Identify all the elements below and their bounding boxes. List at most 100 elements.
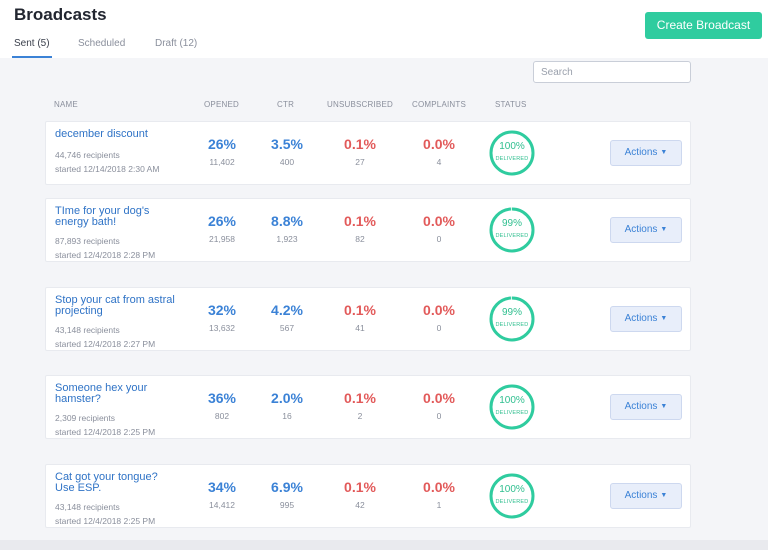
actions-label: Actions [624, 490, 658, 501]
delivery-progress-ring [489, 473, 535, 519]
broadcast-row: december discount 44,746 recipients starte… [45, 121, 691, 185]
broadcast-row: Stop your cat from astral projecting 43,1… [45, 287, 691, 351]
broadcast-row: Someone hex your hamster? 2,309 recipient… [45, 375, 691, 439]
delivery-percent: 100% [499, 395, 525, 406]
complaints-metric: 0.0% 0 [404, 213, 474, 244]
column-header-name[interactable]: NAME [54, 100, 78, 109]
complaints-count: 1 [436, 500, 442, 510]
unsubscribed-percent: 0.1% [344, 390, 376, 406]
broadcast-name-link[interactable]: Stop your cat from astral projecting [55, 294, 175, 317]
actions-label: Actions [624, 313, 658, 324]
delivery-percent: 100% [499, 484, 525, 495]
actions-dropdown-button[interactable]: Actions ▼ [610, 394, 682, 420]
broadcast-row: TIme for your dog's energy bath! 87,893 r… [45, 198, 691, 262]
ctr-count: 995 [279, 500, 295, 510]
actions-dropdown-button[interactable]: Actions ▼ [610, 140, 682, 166]
opened-count: 21,958 [209, 234, 235, 244]
unsubscribed-count: 2 [357, 411, 363, 421]
broadcast-row: Cat got your tongue? Use ESP. 43,148 reci… [45, 464, 691, 528]
delivery-status-ring: 100% DELIVERED [488, 472, 536, 520]
actions-label: Actions [624, 147, 658, 158]
search-input[interactable] [533, 61, 691, 83]
recipients-count: 43,148 recipients [55, 325, 120, 335]
opened-count: 14,412 [209, 500, 235, 510]
complaints-metric: 0.0% 0 [404, 302, 474, 333]
recipients-count: 43,148 recipients [55, 502, 120, 512]
broadcast-name-link[interactable]: Someone hex your hamster? [55, 382, 148, 405]
started-time: started 12/4/2018 2:25 PM [55, 427, 156, 437]
complaints-percent: 0.0% [423, 302, 455, 318]
broadcast-name-link[interactable]: Cat got your tongue? Use ESP. [55, 471, 158, 494]
opened-metric: 34% 14,412 [187, 479, 257, 510]
started-time: started 12/4/2018 2:25 PM [55, 516, 156, 526]
unsubscribed-metric: 0.1% 42 [325, 479, 395, 510]
delivery-status-ring: 100% DELIVERED [488, 129, 536, 177]
delivery-progress-ring [489, 130, 535, 176]
actions-dropdown-button[interactable]: Actions ▼ [610, 217, 682, 243]
actions-dropdown-button[interactable]: Actions ▼ [610, 306, 682, 332]
column-header-complaints[interactable]: COMPLAINTS [412, 100, 467, 109]
recipients-count: 87,893 recipients [55, 236, 120, 246]
actions-label: Actions [624, 401, 658, 412]
opened-percent: 34% [207, 479, 237, 495]
tab-draft[interactable]: Draft (12) [155, 38, 198, 49]
delivery-label: DELIVERED [495, 233, 529, 239]
opened-percent: 26% [207, 136, 237, 152]
broadcast-name-link[interactable]: TIme for your dog's energy bath! [55, 205, 150, 228]
column-header-status[interactable]: STATUS [495, 100, 527, 109]
complaints-count: 4 [436, 157, 442, 167]
ctr-metric: 3.5% 400 [252, 136, 322, 167]
tab-sent[interactable]: Sent (5) [14, 38, 50, 49]
delivery-percent: 99% [501, 307, 522, 318]
column-header-ctr[interactable]: CTR [277, 100, 295, 109]
unsubscribed-metric: 0.1% 2 [325, 390, 395, 421]
column-header-unsubscribed[interactable]: UNSUBSCRIBED [327, 100, 393, 109]
delivery-label: DELIVERED [495, 499, 529, 505]
ctr-count: 400 [279, 157, 295, 167]
caret-down-icon: ▼ [660, 492, 668, 499]
complaints-percent: 0.0% [423, 479, 455, 495]
actions-dropdown-button[interactable]: Actions ▼ [610, 483, 682, 509]
unsubscribed-metric: 0.1% 27 [325, 136, 395, 167]
tab-bar: Sent (5) Scheduled Draft (12) [0, 36, 400, 58]
ctr-count: 1,923 [276, 234, 298, 244]
delivery-label: DELIVERED [495, 322, 529, 328]
ctr-metric: 6.9% 995 [252, 479, 322, 510]
active-tab-indicator [12, 56, 52, 58]
unsubscribed-metric: 0.1% 41 [325, 302, 395, 333]
delivery-progress-ring [489, 207, 535, 253]
complaints-percent: 0.0% [423, 390, 455, 406]
complaints-metric: 0.0% 0 [404, 390, 474, 421]
bottom-strip [0, 540, 768, 550]
ctr-percent: 8.8% [271, 213, 303, 229]
unsubscribed-percent: 0.1% [344, 479, 376, 495]
tab-scheduled[interactable]: Scheduled [78, 38, 126, 49]
ctr-percent: 2.0% [271, 390, 303, 406]
started-time: started 12/4/2018 2:27 PM [55, 339, 156, 349]
caret-down-icon: ▼ [660, 403, 668, 410]
complaints-count: 0 [436, 234, 442, 244]
ctr-percent: 4.2% [271, 302, 303, 318]
delivery-status-ring: 99% DELIVERED [488, 295, 536, 343]
opened-count: 13,632 [209, 323, 235, 333]
create-broadcast-button[interactable]: Create Broadcast [645, 12, 762, 39]
delivery-progress-ring [489, 296, 535, 342]
recipients-count: 44,746 recipients [55, 150, 120, 160]
delivery-status-ring: 99% DELIVERED [488, 206, 536, 254]
top-bar: Broadcasts Create Broadcast Sent (5) Sch… [0, 0, 768, 58]
ctr-count: 567 [279, 323, 295, 333]
opened-percent: 32% [207, 302, 237, 318]
ctr-percent: 3.5% [271, 136, 303, 152]
started-time: started 12/14/2018 2:30 AM [55, 164, 160, 174]
actions-label: Actions [624, 224, 658, 235]
column-header-opened[interactable]: OPENED [204, 100, 239, 109]
opened-count: 802 [214, 411, 230, 421]
unsubscribed-percent: 0.1% [344, 136, 376, 152]
delivery-label: DELIVERED [495, 156, 529, 162]
unsubscribed-percent: 0.1% [344, 213, 376, 229]
caret-down-icon: ▼ [660, 226, 668, 233]
delivery-percent: 99% [501, 218, 522, 229]
opened-metric: 36% 802 [187, 390, 257, 421]
complaints-percent: 0.0% [423, 136, 455, 152]
broadcast-name-link[interactable]: december discount [55, 128, 148, 140]
